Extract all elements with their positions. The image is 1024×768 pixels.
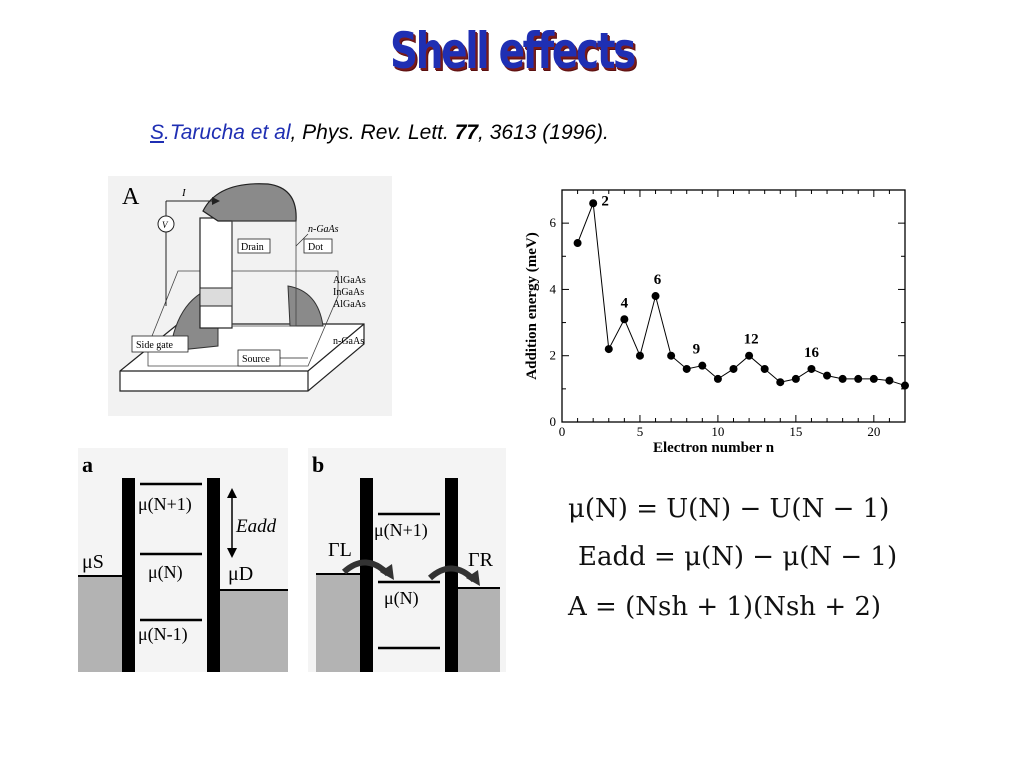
data-point <box>713 374 722 383</box>
data-point <box>620 315 629 324</box>
data-point <box>698 361 707 370</box>
x-tick-label: 10 <box>711 424 724 439</box>
diagram-a-mu-n-plus-1: μ(N+1) <box>138 494 192 515</box>
diagram-a-letter: a <box>82 452 93 477</box>
tunnel-arrowhead-right <box>466 570 480 586</box>
data-point <box>682 364 691 373</box>
label-algaas-1: AlGaAs <box>333 275 366 286</box>
data-point <box>901 381 909 390</box>
x-tick-label: 20 <box>867 424 880 439</box>
label-drain: Drain <box>241 242 264 253</box>
data-point <box>823 371 832 380</box>
diagram-b-letter: b <box>312 452 324 477</box>
label-side-gate: Side gate <box>136 340 173 351</box>
journal-pages-year: , 3613 (1996). <box>478 121 609 144</box>
peak-label: 16 <box>804 345 820 361</box>
y-tick-label: 2 <box>550 348 557 363</box>
y-tick-label: 6 <box>550 215 557 230</box>
data-point <box>635 351 644 360</box>
peak-label: 6 <box>654 272 662 288</box>
y-tick-label: 0 <box>550 414 557 429</box>
diagram-a-mu-n-minus-1: μ(N-1) <box>138 624 188 645</box>
diagram-a-mu-d: μD <box>228 563 253 585</box>
slide-title: Shell effects <box>389 22 636 80</box>
author-initial-link[interactable]: S <box>150 121 165 144</box>
formula-shell-a: A = (Nsh + 1)(Nsh + 2) <box>568 592 882 622</box>
data-point <box>729 364 738 373</box>
peak-label: 2 <box>601 193 609 209</box>
label-algaas-2: AlGaAs <box>333 299 366 310</box>
diagram-b-mu-n-plus-1: μ(N+1) <box>374 520 428 541</box>
data-point <box>854 374 863 383</box>
label-source: Source <box>242 354 270 365</box>
data-point <box>651 292 660 301</box>
peak-label: 9 <box>693 342 701 358</box>
x-axis-label: Electron number n <box>653 440 775 456</box>
energy-diagram-a: a μ(N+1) μ(N) μ(N-1) μS μD Eadd <box>78 448 288 672</box>
label-ngaas-top: n-GaAs <box>308 224 339 235</box>
formula-addition-energy: Eadd = μ(N) − μ(N − 1) <box>578 542 898 572</box>
peak-label: 4 <box>621 295 629 311</box>
current-label: I <box>181 187 187 199</box>
plot-frame <box>561 189 906 423</box>
diagram-a-e-add: Eadd <box>235 516 277 537</box>
journal-name: Phys. Rev. Lett. <box>302 121 455 144</box>
device-schematic: A I V n-GaAs Drain Dot AlGaAs InGaAs AlG… <box>108 176 392 416</box>
data-point <box>589 199 598 208</box>
addition-energy-chart: 0 5 10 15 20 0 2 4 6 Electron number n Addition en… <box>524 189 909 456</box>
data-point <box>885 376 894 385</box>
diagram-b-gamma-r: ΓR <box>468 549 494 571</box>
y-axis-label: Addition energy (meV) <box>524 232 540 379</box>
data-point <box>791 374 800 383</box>
series-line <box>577 203 906 387</box>
data-point <box>745 351 754 360</box>
x-tick-label: 0 <box>559 424 566 439</box>
panel-letter-a: A <box>122 184 140 210</box>
reference-citation: S.Tarucha et al, Phys. Rev. Lett. 77, 36… <box>150 121 609 145</box>
label-ngaas-bottom: n-GaAs <box>333 336 364 347</box>
data-point <box>573 239 582 248</box>
x-tick-label: 5 <box>637 424 644 439</box>
data-point <box>869 374 878 383</box>
data-point <box>807 364 816 373</box>
data-point <box>776 378 785 387</box>
diagram-a-mu-s: μS <box>82 551 104 573</box>
label-ingaas: InGaAs <box>333 287 364 298</box>
data-point <box>604 345 613 354</box>
voltmeter-label: V <box>162 220 169 230</box>
data-point <box>667 351 676 360</box>
energy-diagram-b: b μ(N+1) μ(N) ΓL ΓR <box>308 448 506 672</box>
label-dot: Dot <box>308 242 323 253</box>
data-point <box>760 364 769 373</box>
diagram-b-mu-n: μ(N) <box>384 588 419 609</box>
y-tick-label: 4 <box>550 281 557 296</box>
diagram-a-mu-n: μ(N) <box>148 562 183 583</box>
formula-chemical-potential: μ(N) = U(N) − U(N − 1) <box>568 494 890 524</box>
x-tick-label: 15 <box>789 424 802 439</box>
tunnel-arrowhead-left <box>380 564 394 580</box>
ref-separator: , <box>290 121 303 144</box>
diagram-b-gamma-l: ΓL <box>328 539 352 561</box>
author-name: .Tarucha et al <box>164 121 291 144</box>
data-point <box>838 374 847 383</box>
peak-label: 12 <box>744 332 759 348</box>
journal-volume: 77 <box>454 121 479 144</box>
